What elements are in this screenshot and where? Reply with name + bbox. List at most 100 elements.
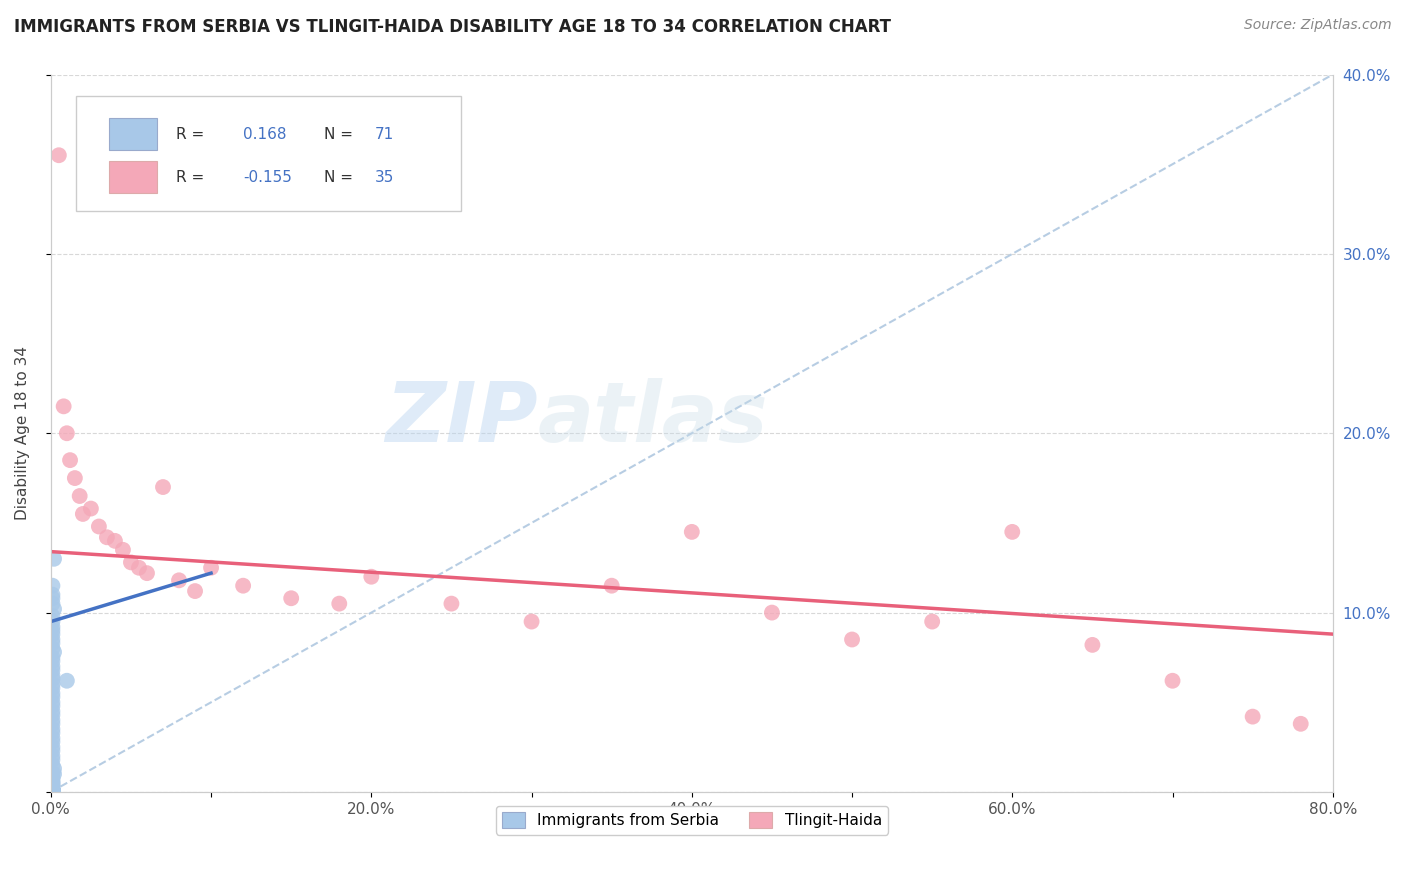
Point	[136, 566, 159, 581]
Point	[41, 686, 63, 700]
Point	[41, 783, 63, 797]
Point	[184, 584, 207, 599]
Point	[41, 783, 63, 797]
Point	[41, 781, 63, 796]
Point	[41, 663, 63, 677]
Point	[41, 783, 63, 797]
Point	[520, 615, 543, 629]
Point	[48, 148, 70, 162]
Point	[41, 716, 63, 731]
Point	[41, 783, 63, 797]
Point	[41, 591, 63, 606]
Point	[104, 533, 127, 548]
Point	[1241, 709, 1264, 723]
Point	[41, 783, 63, 797]
Point	[41, 707, 63, 722]
Point	[41, 767, 63, 781]
Point	[600, 579, 623, 593]
Point	[1001, 524, 1024, 539]
Point	[41, 588, 63, 602]
Point	[681, 524, 703, 539]
Text: atlas: atlas	[538, 378, 769, 459]
Text: Source: ZipAtlas.com: Source: ZipAtlas.com	[1244, 18, 1392, 32]
Bar	[108, 118, 157, 150]
Point	[41, 698, 63, 713]
Point	[41, 758, 63, 772]
Point	[41, 677, 63, 691]
Point	[41, 704, 63, 718]
Point	[41, 609, 63, 624]
Point	[120, 555, 142, 569]
Point	[41, 783, 63, 797]
Point	[41, 783, 63, 797]
Point	[232, 579, 254, 593]
Point	[41, 668, 63, 682]
Point	[761, 606, 783, 620]
Point	[87, 519, 110, 533]
Point	[41, 690, 63, 704]
Point	[42, 551, 65, 566]
Point	[440, 597, 463, 611]
Point	[41, 744, 63, 758]
Point	[41, 735, 63, 749]
Point	[41, 681, 63, 695]
Point	[41, 776, 63, 790]
Point	[41, 783, 63, 797]
Point	[41, 783, 63, 797]
Point	[200, 561, 222, 575]
Point	[41, 781, 63, 796]
Text: N =: N =	[323, 169, 353, 185]
Point	[41, 783, 63, 797]
Point	[1289, 716, 1312, 731]
Point	[42, 602, 65, 616]
Point	[69, 489, 91, 503]
Point	[167, 574, 190, 588]
Point	[41, 620, 63, 634]
Legend: Immigrants from Serbia, Tlingit-Haida: Immigrants from Serbia, Tlingit-Haida	[496, 806, 889, 835]
FancyBboxPatch shape	[76, 96, 461, 211]
Point	[96, 530, 118, 544]
Text: 0.168: 0.168	[243, 127, 287, 142]
Point	[41, 659, 63, 673]
Point	[41, 579, 63, 593]
Point	[41, 783, 63, 797]
Point	[63, 471, 86, 485]
Text: 71: 71	[375, 127, 395, 142]
Point	[41, 713, 63, 727]
Point	[41, 695, 63, 709]
Point	[41, 641, 63, 656]
Point	[41, 650, 63, 665]
Text: IMMIGRANTS FROM SERBIA VS TLINGIT-HAIDA DISABILITY AGE 18 TO 34 CORRELATION CHAR: IMMIGRANTS FROM SERBIA VS TLINGIT-HAIDA …	[14, 18, 891, 36]
Point	[80, 501, 103, 516]
Point	[41, 615, 63, 629]
Point	[42, 767, 65, 781]
Point	[41, 776, 63, 790]
Point	[41, 783, 63, 797]
Point	[1161, 673, 1184, 688]
Point	[41, 654, 63, 668]
Point	[921, 615, 943, 629]
Point	[1081, 638, 1104, 652]
Text: ZIP: ZIP	[385, 378, 538, 459]
Point	[41, 632, 63, 647]
Point	[841, 632, 863, 647]
Point	[72, 507, 94, 521]
Text: -0.155: -0.155	[243, 169, 292, 185]
Point	[41, 725, 63, 739]
Point	[41, 772, 63, 787]
Point	[41, 780, 63, 794]
Text: R =: R =	[177, 169, 209, 185]
Point	[41, 627, 63, 641]
Point	[328, 597, 350, 611]
Point	[41, 597, 63, 611]
Point	[41, 774, 63, 789]
Point	[41, 624, 63, 638]
Point	[41, 783, 63, 797]
Point	[41, 783, 63, 797]
Text: R =: R =	[177, 127, 209, 142]
Point	[128, 561, 150, 575]
Point	[56, 426, 79, 441]
Point	[56, 673, 79, 688]
Point	[41, 731, 63, 746]
Point	[41, 780, 63, 794]
